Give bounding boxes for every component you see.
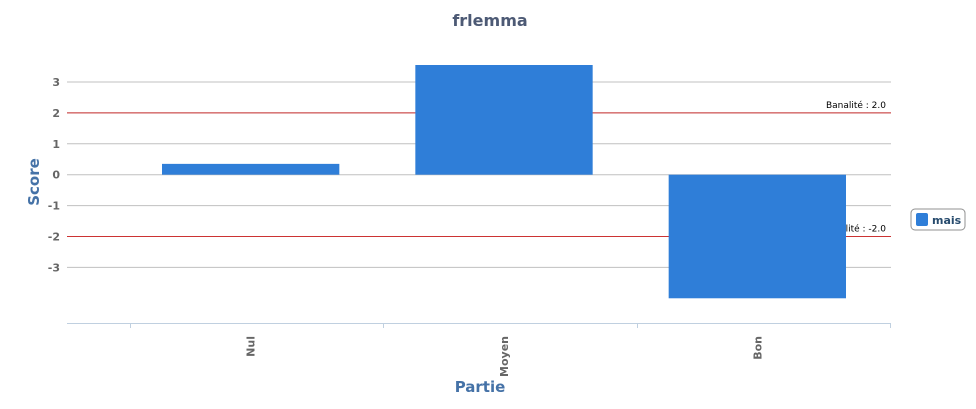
y-tick-label: 2 [52,107,60,120]
y-tick-label: 3 [52,76,60,89]
chart-title: frlemma [452,11,527,30]
legend[interactable]: mais [910,208,966,231]
bar-bon[interactable] [668,174,846,299]
legend-label: mais [932,214,962,227]
reference-line-label: Banalité : -2.0 [823,223,887,234]
x-tick-label: Moyen [498,336,511,377]
y-tick-label: 0 [52,169,60,182]
x-axis-title: Partie [455,378,506,396]
bars [162,65,846,299]
legend-swatch [916,213,928,226]
x-axis [67,323,891,328]
y-axis-title: Score [25,158,43,206]
y-tick-label: -2 [48,230,60,243]
y-tick-label: -1 [48,200,60,213]
x-tick-label: Bon [751,336,764,360]
y-tick-labels: -3 -2 -1 0 1 2 3 [48,76,61,274]
x-tick-label: Nul [245,336,258,357]
x-tick-labels: Nul Moyen Bon [245,336,765,377]
y-tick-label: -3 [48,261,60,274]
y-tick-label: 1 [52,138,60,151]
bar-moyen[interactable] [415,65,593,175]
reference-line-label: Banalité : 2.0 [826,100,886,111]
bar-nul[interactable] [162,163,340,175]
